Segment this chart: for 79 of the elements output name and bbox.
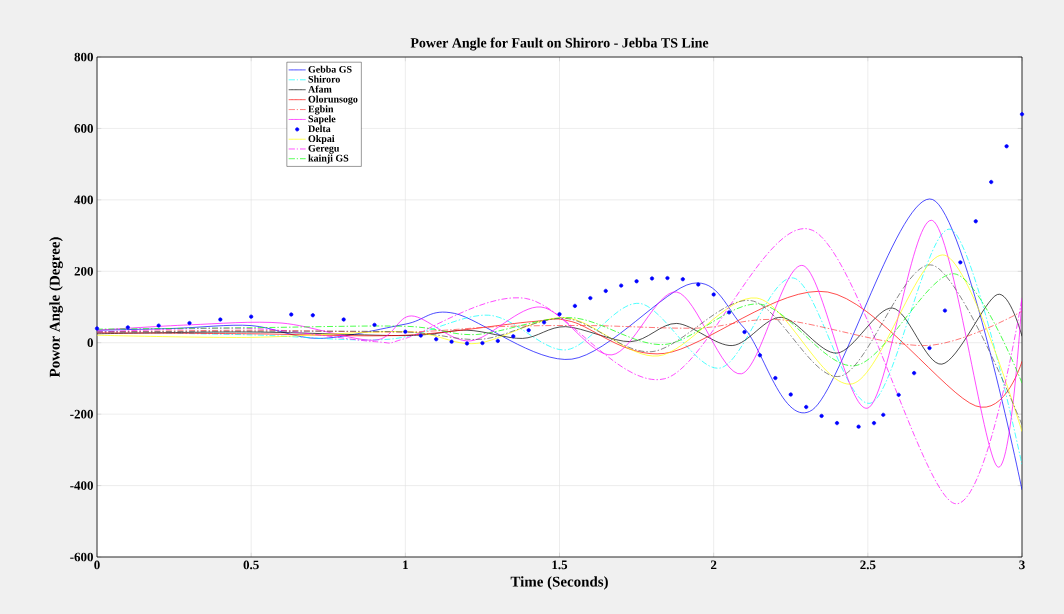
- point: [557, 312, 562, 317]
- point: [249, 314, 254, 319]
- point: [480, 341, 485, 346]
- point: [696, 282, 701, 287]
- point: [881, 412, 886, 417]
- legend-label: Gebba GS: [308, 65, 352, 73]
- legend-label: Shiroro: [308, 75, 340, 83]
- legend-label: Egbin: [308, 105, 334, 115]
- point: [757, 353, 762, 358]
- point: [856, 424, 861, 429]
- legend-label: Okpai: [308, 135, 335, 145]
- point: [742, 329, 747, 335]
- point: [1004, 144, 1009, 149]
- point: [310, 313, 315, 318]
- point: [912, 371, 917, 376]
- point: [156, 323, 161, 328]
- y-tick-label: 200: [74, 266, 93, 276]
- point: [526, 328, 531, 333]
- legend-label: Afam: [308, 85, 332, 93]
- legend-label: Geregu: [308, 144, 340, 154]
- point: [773, 376, 778, 381]
- x-tick-label: 2: [710, 560, 717, 570]
- x-axis-title: Time (Seconds): [510, 576, 608, 590]
- y-tick-label: -400: [70, 481, 93, 490]
- y-tick-label: -200: [70, 409, 93, 419]
- y-axis-title: Powor Angle (Degree): [49, 237, 63, 378]
- point: [942, 308, 947, 313]
- legend-label: kainji GS: [308, 154, 349, 164]
- x-tick-label: 3: [1019, 560, 1025, 570]
- legend-label: Olorunsogo: [308, 95, 358, 105]
- y-tick-label: 0: [87, 338, 93, 348]
- point: [603, 288, 608, 293]
- point: [1019, 112, 1025, 117]
- point: [125, 325, 130, 330]
- y-tick-label: 600: [74, 124, 93, 133]
- point: [927, 346, 932, 351]
- point: [819, 413, 824, 418]
- point: [542, 320, 547, 325]
- point: [572, 303, 577, 308]
- point: [449, 339, 454, 344]
- legend-label: Delta: [308, 125, 331, 133]
- point: [727, 310, 732, 315]
- point: [665, 276, 670, 281]
- point: [619, 283, 624, 288]
- point: [434, 337, 439, 342]
- point: [711, 292, 716, 297]
- point: [989, 179, 994, 185]
- point: [495, 338, 500, 343]
- point: [588, 296, 593, 301]
- y-tick-label: -600: [70, 552, 93, 562]
- point: [187, 321, 192, 326]
- chart-title: Power Angle for Fault on Shiroro - Jebba TS Line: [410, 37, 709, 51]
- point: [973, 219, 978, 224]
- point: [418, 333, 423, 338]
- y-tick-label: 400: [74, 195, 93, 205]
- point: [958, 260, 963, 265]
- point: [634, 279, 639, 284]
- point: [218, 317, 223, 322]
- point: [464, 341, 470, 346]
- point: [94, 326, 100, 331]
- point: [834, 421, 840, 426]
- point: [289, 312, 294, 317]
- x-tick-label: 1: [403, 560, 408, 570]
- point: [649, 276, 655, 281]
- point: [372, 322, 377, 327]
- point: [341, 317, 346, 322]
- x-tick-label: 2.5: [860, 560, 876, 570]
- x-tick-label: 0.5: [243, 560, 259, 570]
- point: [403, 329, 408, 334]
- point: [511, 334, 516, 339]
- y-tick-label: 800: [74, 52, 93, 62]
- point: [804, 404, 809, 410]
- point: [680, 277, 685, 282]
- legend-label: Sapele: [308, 115, 336, 125]
- x-tick-label: 0: [94, 560, 100, 570]
- x-tick-label: 1.5: [552, 560, 568, 570]
- point: [788, 392, 793, 397]
- point: [871, 421, 877, 426]
- point: [896, 392, 901, 397]
